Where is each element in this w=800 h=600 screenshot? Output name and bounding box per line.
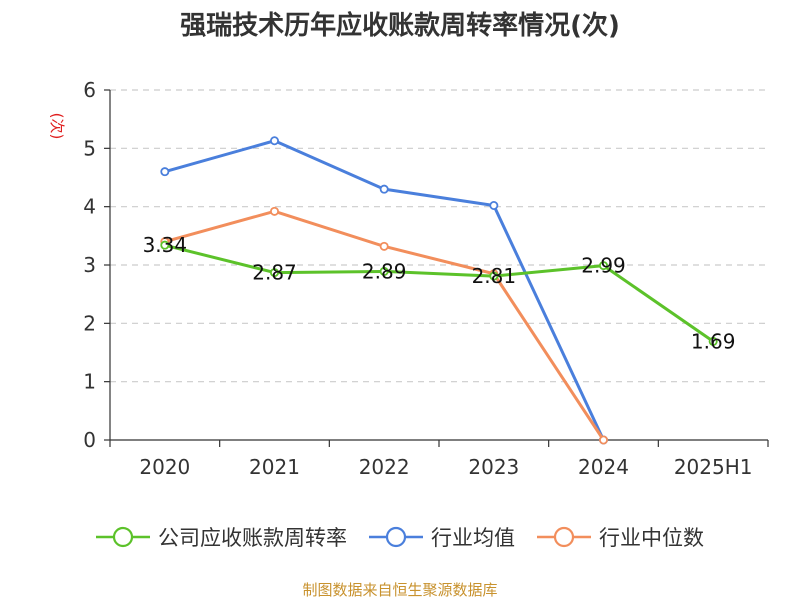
legend-item-1: 行业均值 — [369, 526, 515, 550]
data-point-1 — [379, 184, 389, 194]
data-point-1 — [269, 136, 279, 146]
legend-swatch-marker — [112, 526, 134, 548]
data-point-2 — [379, 241, 389, 251]
data-label: 2.89 — [362, 259, 407, 283]
y-tick-label: 2 — [83, 311, 96, 335]
data-label: 3.34 — [143, 233, 188, 257]
y-tick-label: 0 — [83, 428, 96, 452]
axes: 0 1 2 3 4 5 6 2020 2021 2022 2023 2024 2025H1 — [83, 78, 769, 479]
data-label: 2.99 — [581, 254, 626, 278]
data-point-2 — [269, 206, 279, 216]
x-tick-label: 2024 — [578, 455, 629, 479]
data-point-0 — [599, 261, 609, 271]
data-point-1 — [160, 167, 170, 177]
y-tick-label: 4 — [83, 195, 96, 219]
data-label: 1.69 — [691, 329, 736, 353]
legend: 公司应收账款周转率 行业均值 行业中位数 — [96, 526, 704, 550]
series-layer — [160, 136, 718, 445]
chart-title: 强瑞技术历年应收账款周转率情况(次) — [180, 10, 620, 41]
legend-item-2: 行业中位数 — [537, 526, 704, 550]
data-point-0 — [269, 268, 279, 278]
legend-label: 行业中位数 — [599, 526, 704, 550]
data-point-0 — [708, 336, 718, 346]
x-tick-label: 2023 — [468, 455, 519, 479]
data-label: 2.81 — [472, 264, 517, 288]
y-tick-label: 6 — [83, 78, 96, 102]
y-tick-label: 1 — [83, 370, 96, 394]
legend-label: 行业均值 — [431, 526, 515, 550]
x-tick-label: 2022 — [359, 455, 410, 479]
legend-swatch-marker — [553, 526, 575, 548]
data-label: 2.87 — [252, 261, 297, 285]
grid-lines — [110, 89, 768, 383]
y-axis-label: (次) — [48, 113, 66, 140]
data-point-2 — [599, 435, 609, 445]
legend-swatch-marker — [385, 526, 407, 548]
y-tick-label: 3 — [83, 253, 96, 277]
data-point-0 — [489, 271, 499, 281]
x-tick-label: 2025H1 — [674, 455, 753, 479]
data-point-0 — [379, 266, 389, 276]
series-line-0 — [164, 243, 715, 343]
y-tick-label: 5 — [83, 136, 96, 160]
data-labels: 3.34 2.87 2.89 2.81 2.99 1.69 — [143, 233, 736, 353]
data-point-0 — [160, 240, 170, 250]
source-note: 制图数据来自恒生聚源数据库 — [302, 581, 497, 599]
x-tick-label: 2021 — [249, 455, 300, 479]
x-tick-label: 2020 — [139, 455, 190, 479]
data-point-1 — [489, 200, 499, 210]
legend-label: 公司应收账款周转率 — [158, 526, 347, 550]
legend-item-0: 公司应收账款周转率 — [96, 526, 347, 550]
